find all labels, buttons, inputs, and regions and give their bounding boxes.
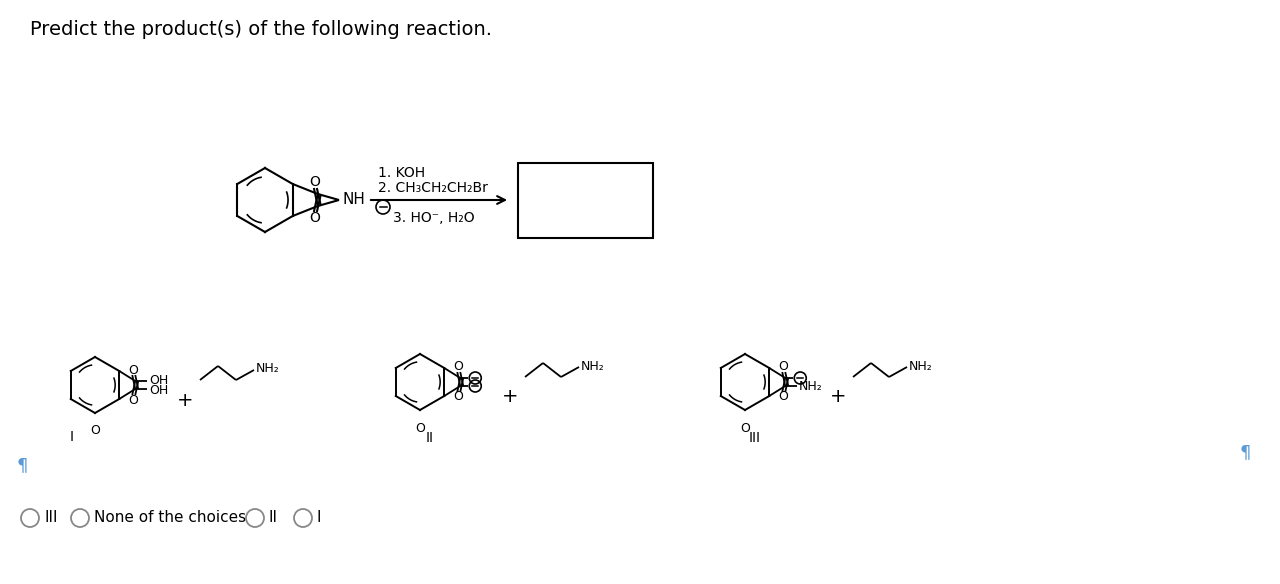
Text: ¶: ¶ [17,456,28,474]
Text: O: O [453,360,463,374]
Text: O: O [128,394,138,406]
Text: None of the choices: None of the choices [93,510,246,526]
Text: 3. HO⁻, H₂O: 3. HO⁻, H₂O [393,211,475,225]
Text: II: II [426,431,434,445]
Text: I: I [70,430,74,444]
Text: II: II [269,510,278,526]
Text: Predict the product(s) of the following reaction.: Predict the product(s) of the following … [29,20,492,39]
Text: III: III [44,510,58,526]
Text: NH₂: NH₂ [799,381,823,394]
Text: O: O [778,360,788,374]
Text: O: O [740,422,750,436]
Text: 1. KOH: 1. KOH [378,166,425,180]
Text: +: + [177,391,193,409]
Text: O: O [415,422,425,436]
Text: 2. CH₃CH₂CH₂Br: 2. CH₃CH₂CH₂Br [378,181,488,195]
Text: +: + [829,388,846,406]
Text: OH: OH [150,384,169,397]
Text: +: + [502,388,518,406]
Text: O: O [778,391,788,404]
Text: NH₂: NH₂ [909,360,933,373]
Text: O: O [310,175,320,189]
Text: O: O [128,363,138,377]
Text: OH: OH [150,374,169,387]
Text: O: O [90,423,100,436]
Text: NH: NH [342,193,365,207]
Bar [518,163,653,238]
Text: III: III [749,431,762,445]
Text: NH₂: NH₂ [256,363,280,376]
Text: O: O [310,211,320,225]
Text: ¶: ¶ [1239,443,1251,461]
Text: NH₂: NH₂ [581,360,604,373]
Text: O: O [453,391,463,404]
Text: I: I [317,510,321,526]
